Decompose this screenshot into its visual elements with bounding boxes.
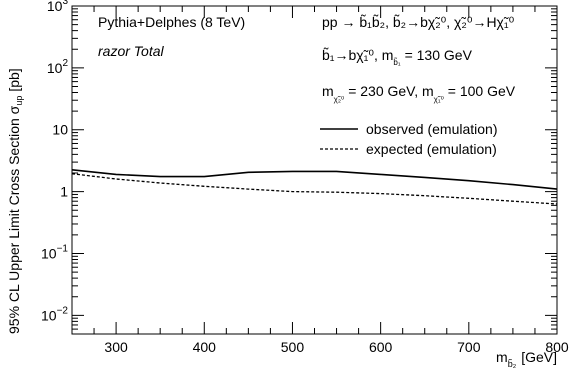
y-tick-label-base: 10 <box>41 245 57 261</box>
decay-sub: b̃₁ <box>393 58 400 67</box>
axis-ticks <box>71 5 558 335</box>
observed-limit-line <box>71 169 558 190</box>
mass-chi2-sub: χ̃₂⁰ <box>334 95 345 104</box>
y-tick-label-base: 1 <box>60 184 68 200</box>
y-tick-label-exp: 2 <box>62 58 68 69</box>
decay-main: b̃₁→bχ̃₁⁰, m <box>322 47 393 63</box>
y-axis-title-sub: up <box>14 96 24 106</box>
y-tick-label-base: 10 <box>47 0 63 14</box>
legend: observed (emulation) expected (emulation… <box>320 121 498 157</box>
y-axis-title-main: 95% CL Upper Limit Cross Section σ <box>6 105 22 334</box>
generator-label: Pythia+Delphes (8 TeV) <box>98 14 245 30</box>
decay-value: = 130 GeV <box>405 47 473 63</box>
expected-limit-line <box>71 173 558 205</box>
y-tick-label-base: 10 <box>41 307 57 323</box>
y-tick-label-exp: −2 <box>57 305 69 316</box>
y-tick-label: 102 <box>47 58 69 76</box>
x-tick-label: 600 <box>369 339 393 355</box>
y-tick-label: 10−1 <box>41 243 68 261</box>
x-tick-label: 300 <box>104 339 128 355</box>
y-tick-label-exp: 3 <box>62 0 68 7</box>
x-axis-title-sub: b̃₂ <box>508 359 517 369</box>
x-tick-labels: 300 400 500 600 700 800 <box>104 339 568 355</box>
mass-chi2-value: = 230 GeV, m <box>348 83 433 99</box>
x-tick-label: 700 <box>457 339 481 355</box>
legend-observed-label: observed (emulation) <box>366 121 498 137</box>
mass-chi1-sub: χ̃₁⁰ <box>434 95 444 104</box>
legend-expected-label: expected (emulation) <box>366 141 497 157</box>
y-axis-title: 95% CL Upper Limit Cross Section σup [pb] <box>6 68 24 334</box>
mass-chi1-value: = 100 GeV <box>448 83 516 99</box>
y-tick-label-base: 10 <box>47 60 63 76</box>
x-axis-title-unit: [GeV] <box>521 349 557 365</box>
x-tick-label: 400 <box>193 339 217 355</box>
x-axis-title-main: m <box>496 349 508 365</box>
mass-chi2-main: m <box>322 83 334 99</box>
x-tick-label: 800 <box>545 339 569 355</box>
x-axis-title: mb̃₂ [GeV] <box>496 349 557 369</box>
series-group <box>71 169 558 205</box>
y-tick-label-exp: −1 <box>57 243 69 254</box>
decay-label: b̃₁→bχ̃₁⁰, mb̃₁ = 130 GeV <box>322 47 473 67</box>
x-tick-label: 500 <box>281 339 305 355</box>
y-tick-label-base: 10 <box>52 122 68 138</box>
analysis-label: razor Total <box>98 43 165 59</box>
y-tick-label: 10 <box>52 122 68 138</box>
mass-label: mχ̃₂⁰= 230 GeV, mχ̃₁⁰ = 100 GeV <box>322 83 516 104</box>
y-axis-title-unit: [pb] <box>6 68 22 91</box>
y-tick-label: 103 <box>47 0 69 14</box>
process-label: pp → b̃₁b̃₂, b̃₂→bχ̃₂⁰, χ̃₂⁰→Hχ̃₁⁰ <box>322 14 515 30</box>
y-tick-label: 10−2 <box>41 305 68 323</box>
y-tick-label: 1 <box>60 184 68 200</box>
